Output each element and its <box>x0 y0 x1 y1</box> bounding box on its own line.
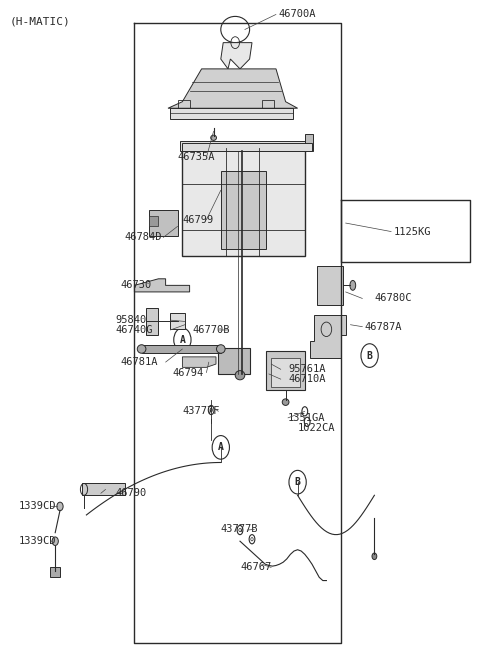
Text: B: B <box>295 477 300 487</box>
Bar <box>178 100 190 108</box>
Text: 1339CD: 1339CD <box>19 536 57 546</box>
Text: 95761A: 95761A <box>288 364 325 375</box>
Bar <box>170 313 185 329</box>
Text: A: A <box>180 335 185 345</box>
Text: 46740G: 46740G <box>115 325 153 335</box>
Text: (H-MATIC): (H-MATIC) <box>10 16 71 26</box>
Ellipse shape <box>52 537 59 546</box>
Polygon shape <box>168 69 298 108</box>
Text: 46799: 46799 <box>182 215 214 225</box>
Text: 43777F: 43777F <box>182 406 220 417</box>
Text: 46784D: 46784D <box>125 232 162 243</box>
Bar <box>142 345 221 352</box>
Bar <box>146 308 158 335</box>
Bar <box>262 100 274 108</box>
Text: 46735A: 46735A <box>178 152 215 163</box>
Text: B: B <box>367 350 372 361</box>
Ellipse shape <box>372 553 377 560</box>
Text: 1022CA: 1022CA <box>298 422 335 433</box>
Bar <box>266 351 305 390</box>
Bar <box>149 216 158 226</box>
Ellipse shape <box>137 344 146 353</box>
Bar <box>271 358 300 387</box>
Text: 46787A: 46787A <box>365 321 402 332</box>
Ellipse shape <box>282 399 289 405</box>
Ellipse shape <box>211 135 216 140</box>
Polygon shape <box>310 315 346 358</box>
Bar <box>180 141 310 151</box>
Ellipse shape <box>216 344 225 353</box>
Bar <box>149 210 178 236</box>
Polygon shape <box>221 43 252 69</box>
Text: 46700A: 46700A <box>278 9 316 20</box>
Text: 43777B: 43777B <box>221 524 258 535</box>
Bar <box>218 348 250 374</box>
Bar <box>182 148 305 256</box>
Text: 1339CD: 1339CD <box>19 501 57 512</box>
Bar <box>50 567 60 577</box>
Text: 46730: 46730 <box>120 280 151 291</box>
Text: 46794: 46794 <box>173 367 204 378</box>
Bar <box>305 134 313 151</box>
Text: 1125KG: 1125KG <box>394 226 431 237</box>
Ellipse shape <box>57 502 63 510</box>
Ellipse shape <box>235 371 245 380</box>
Bar <box>221 171 266 249</box>
Text: 46780C: 46780C <box>374 293 412 304</box>
Ellipse shape <box>350 281 356 290</box>
Text: 46710A: 46710A <box>288 374 325 384</box>
Text: 95840: 95840 <box>115 315 146 325</box>
Text: 46770B: 46770B <box>192 325 229 335</box>
Bar <box>170 108 293 119</box>
Bar <box>182 143 312 151</box>
Text: 1351GA: 1351GA <box>288 413 325 423</box>
Text: 46781A: 46781A <box>120 357 157 367</box>
Bar <box>82 483 125 495</box>
Polygon shape <box>182 357 216 367</box>
Polygon shape <box>134 279 190 292</box>
Bar <box>317 266 343 305</box>
Text: 46767: 46767 <box>240 562 271 573</box>
Text: 46790: 46790 <box>115 488 146 499</box>
Text: A: A <box>218 442 224 453</box>
